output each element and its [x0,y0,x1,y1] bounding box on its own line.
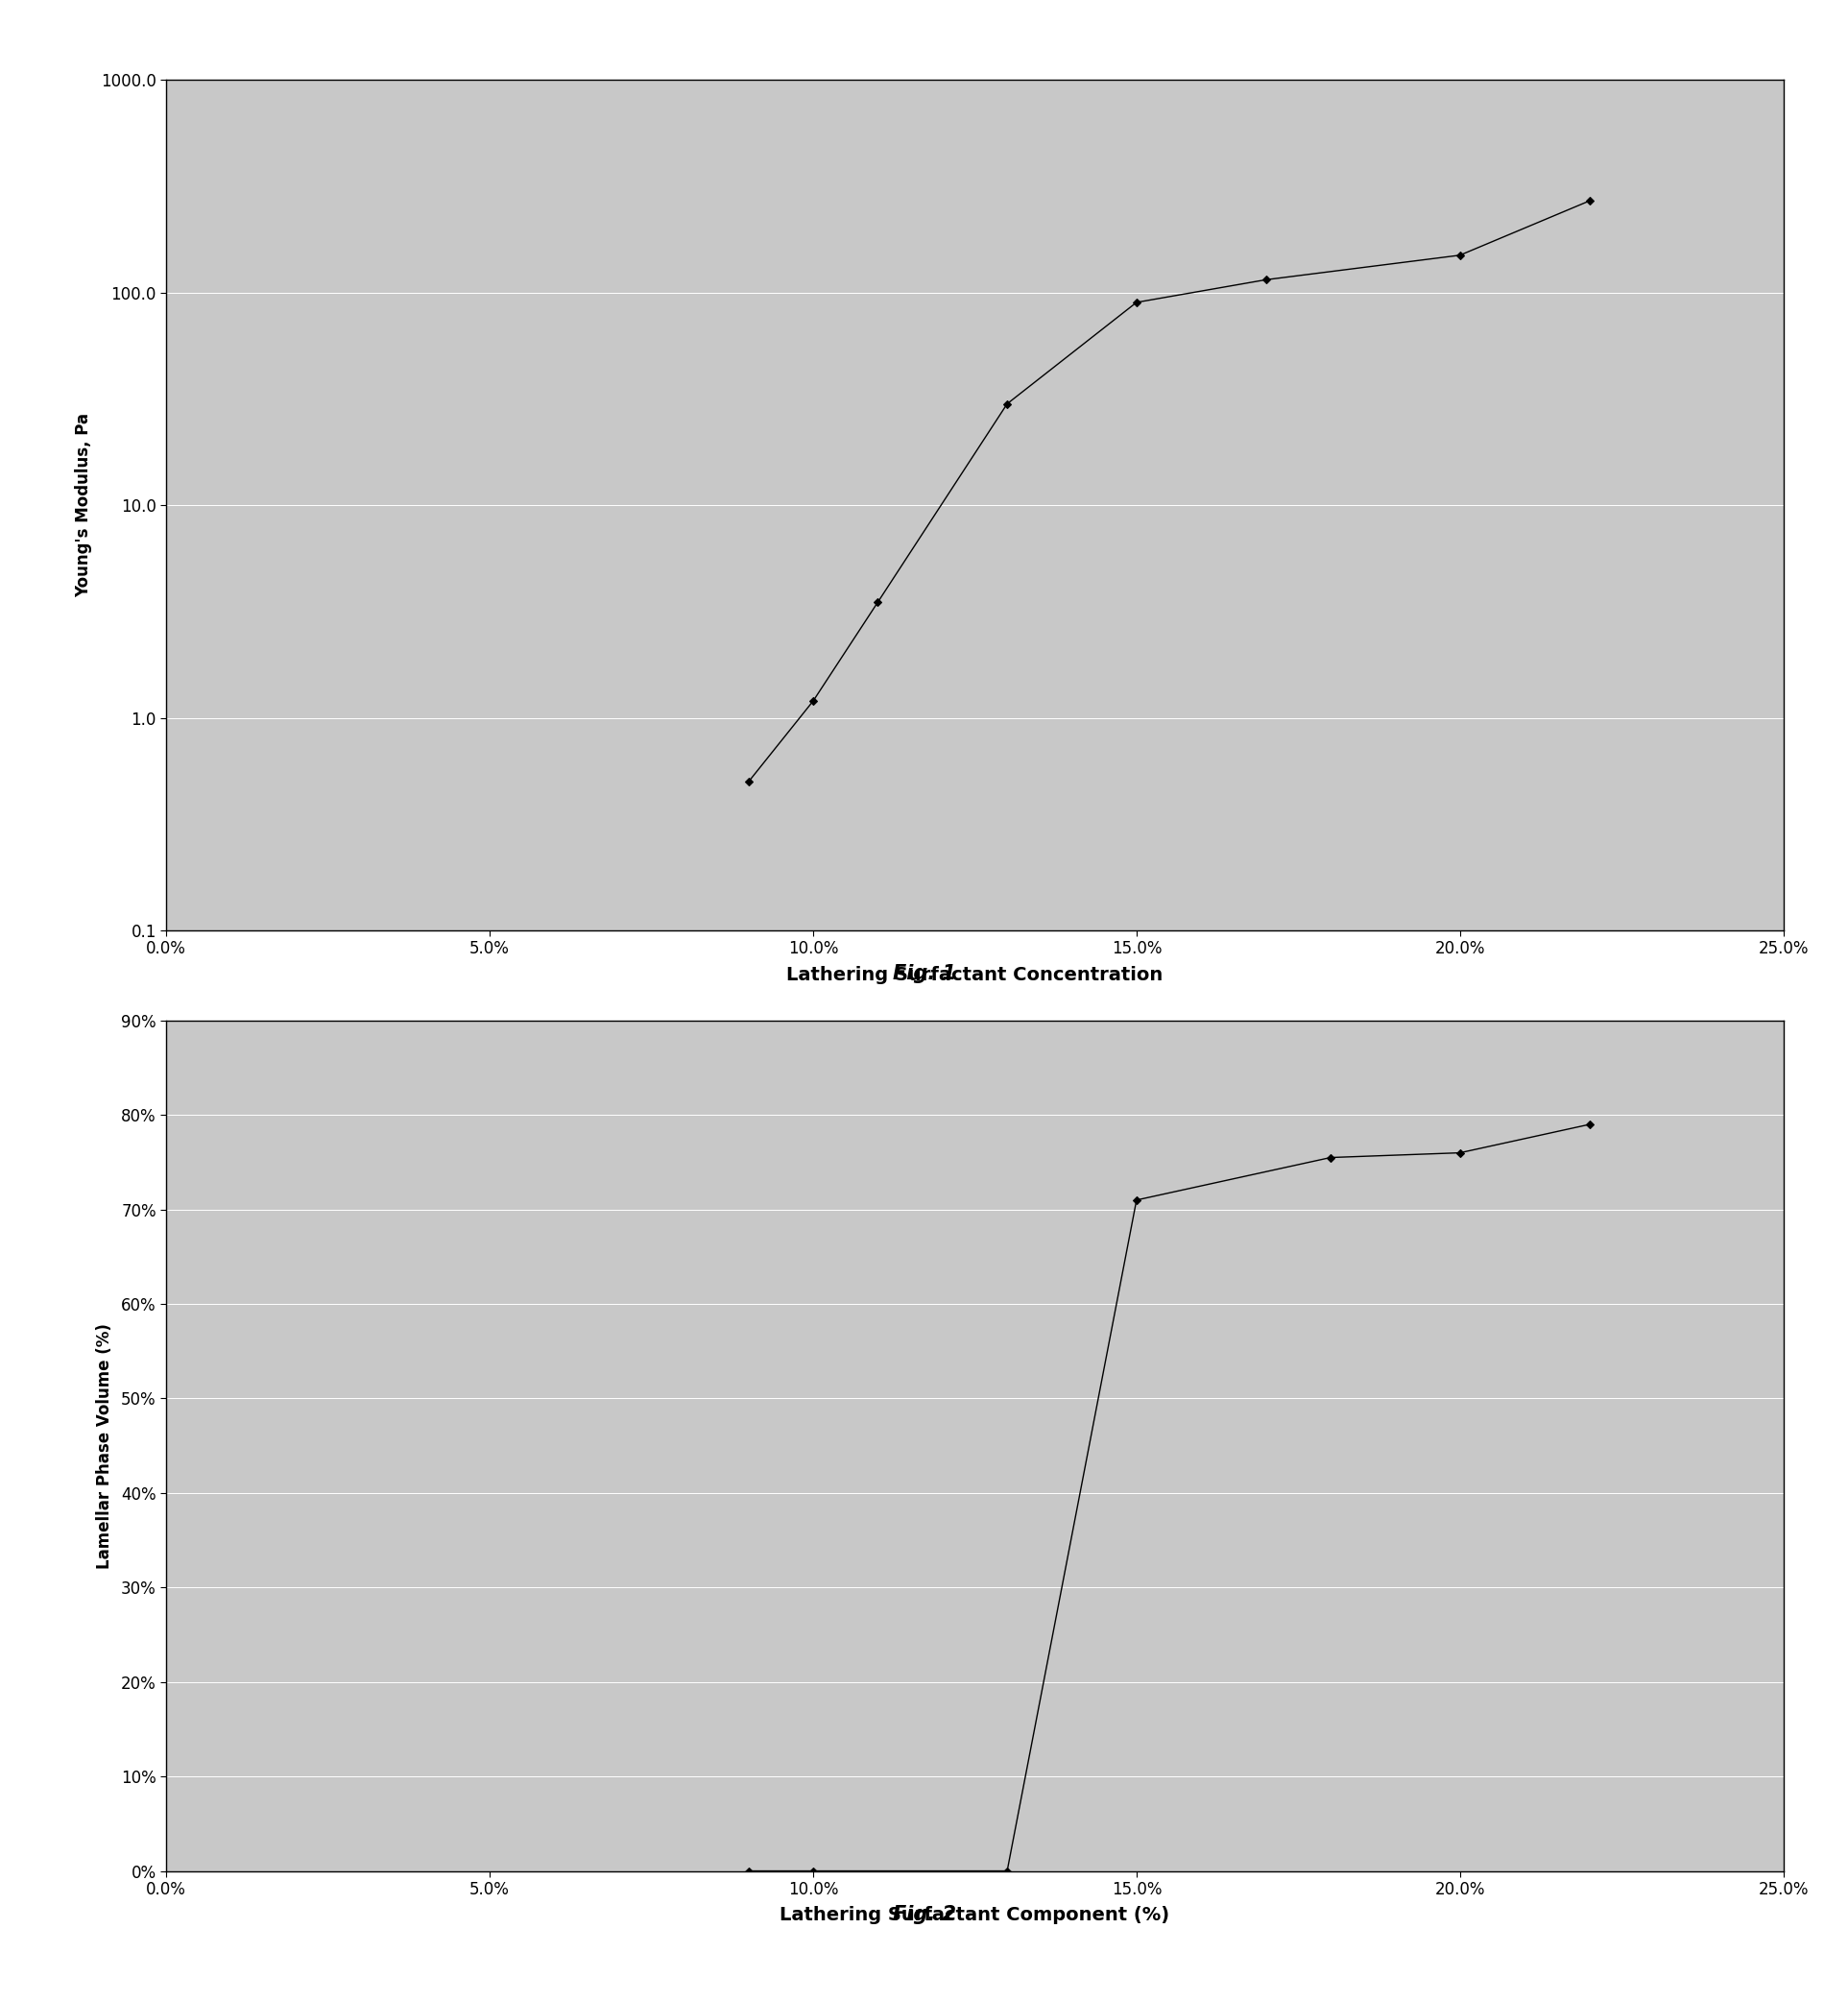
Y-axis label: Young's Modulus, Pa: Young's Modulus, Pa [76,412,92,598]
Text: Fig. 2: Fig. 2 [893,1905,955,1925]
Y-axis label: Lamellar Phase Volume (%): Lamellar Phase Volume (%) [96,1323,113,1569]
Text: Fig. 1: Fig. 1 [893,964,955,984]
X-axis label: Lathering Surfactant Component (%): Lathering Surfactant Component (%) [780,1907,1170,1925]
X-axis label: Lathering Surfactant Concentration: Lathering Surfactant Concentration [787,966,1162,984]
